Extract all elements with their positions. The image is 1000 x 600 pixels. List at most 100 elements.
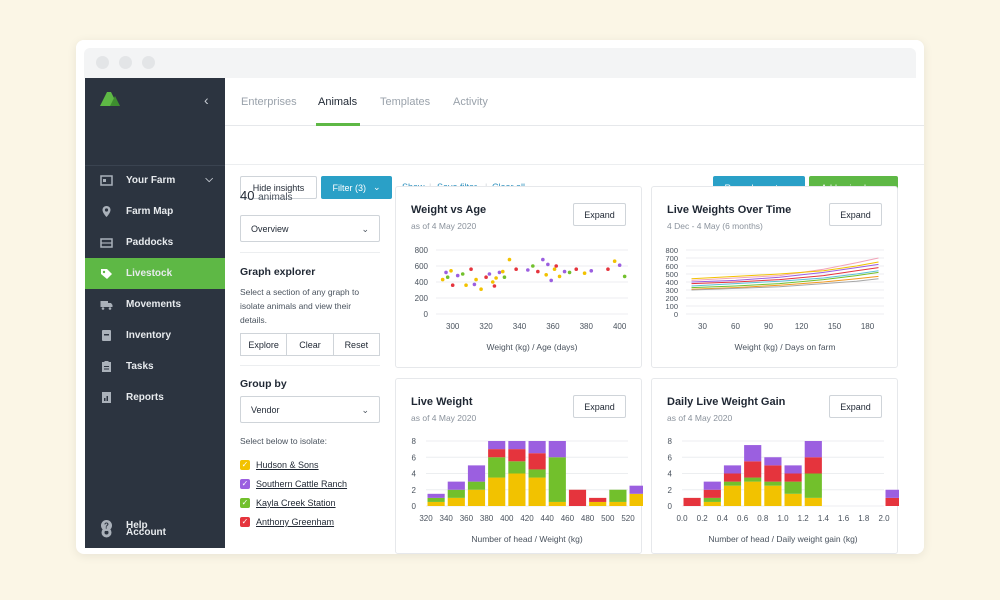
bar-segment xyxy=(885,497,899,506)
bar-segment xyxy=(548,441,566,458)
bar-segment xyxy=(703,497,721,502)
checkbox-checked-icon[interactable]: ✓ xyxy=(240,498,250,508)
sidebar-item-livestock[interactable]: Livestock xyxy=(85,258,225,289)
panel-divider xyxy=(240,365,380,366)
window-dot-maximize[interactable] xyxy=(142,56,155,69)
expand-button[interactable]: Expand xyxy=(829,203,882,226)
series-line xyxy=(691,261,879,280)
reset-button[interactable]: Reset xyxy=(344,339,369,350)
scatter-point xyxy=(469,267,473,271)
y-tick-label: 2 xyxy=(412,486,417,495)
expand-button[interactable]: Expand xyxy=(573,395,626,418)
sidebar-item-movements[interactable]: Movements xyxy=(85,289,225,320)
x-tick-label: 460 xyxy=(561,514,575,523)
sidebar-item-help-row[interactable]: ? Help xyxy=(85,510,225,541)
toolbar-divider xyxy=(225,164,924,165)
expand-button[interactable]: Expand xyxy=(573,203,626,226)
scatter-point xyxy=(444,270,448,275)
scatter-point xyxy=(549,278,553,283)
group-by-select[interactable]: Vendor ⌄ xyxy=(240,396,380,423)
graph-explorer-actions: Explore Clear Reset xyxy=(240,333,380,356)
isolate-label: Select below to isolate: xyxy=(240,436,327,446)
bar-segment xyxy=(427,497,445,502)
collapse-sidebar-icon[interactable]: ‹ xyxy=(204,92,209,108)
vendor-item[interactable]: ✓ Kayla Creek Station xyxy=(240,496,336,510)
bar-segment xyxy=(488,441,506,450)
chart-title: Weight vs Age xyxy=(411,204,487,216)
sidebar-item-inventory[interactable]: Inventory xyxy=(85,320,225,351)
checkbox-checked-icon[interactable]: ✓ xyxy=(240,460,250,470)
scatter-point xyxy=(574,267,579,271)
y-tick-label: 600 xyxy=(415,262,429,271)
map-pin-icon xyxy=(102,206,111,217)
chart-subtitle: as of 4 May 2020 xyxy=(411,413,477,423)
chevron-down-icon: ⌄ xyxy=(361,405,369,415)
bar-segment xyxy=(764,481,782,486)
clear-button[interactable]: Clear xyxy=(287,334,334,355)
x-tick-label: 440 xyxy=(541,514,555,523)
weight-vs-age-chart[interactable]: 0 200 400 600 800 300 320 340 360 380 400 Weight (k… xyxy=(396,187,643,369)
chart-subtitle: as of 4 May 2020 xyxy=(667,413,733,423)
scatter-point xyxy=(440,277,445,282)
daily-live-weight-gain-chart[interactable]: 0 2 4 6 8 0.0 0.2 0.4 0.6 0.8 1.0 1.2 1.4 1.6 1.8 2.0 Nu… xyxy=(652,379,899,554)
window-dot-minimize[interactable] xyxy=(119,56,132,69)
y-tick-label: 8 xyxy=(412,437,417,446)
vendor-item[interactable]: ✓ Anthony Greenham xyxy=(240,515,334,529)
sidebar-item-reports[interactable]: Reports xyxy=(85,382,225,413)
x-tick-label: 0.8 xyxy=(757,514,769,523)
tab-templates[interactable]: Templates xyxy=(380,96,431,108)
view-select[interactable]: Overview ⌄ xyxy=(240,215,380,242)
filter-button[interactable]: Filter (3) ⌄ xyxy=(321,176,392,199)
bar-segment xyxy=(548,501,566,506)
x-tick-label: 60 xyxy=(731,322,740,331)
bar-segment xyxy=(804,473,822,498)
tab-activity[interactable]: Activity xyxy=(453,96,488,108)
checkbox-checked-icon[interactable]: ✓ xyxy=(240,517,250,527)
sidebar-item-farm-map[interactable]: Farm Map xyxy=(85,196,225,227)
sidebar-item-your-farm[interactable]: Your Farm ⌵ xyxy=(85,165,225,196)
bar-segment xyxy=(528,469,546,478)
x-tick-label: 1.6 xyxy=(838,514,850,523)
chevron-down-icon[interactable]: ⌵ xyxy=(205,174,213,185)
bar-segment xyxy=(744,477,762,482)
bar-segment xyxy=(488,457,506,478)
tab-enterprises[interactable]: Enterprises xyxy=(241,96,297,108)
bar-segment xyxy=(528,477,546,506)
y-tick-label: 2 xyxy=(668,486,673,495)
x-tick-label: 500 xyxy=(601,514,615,523)
explore-button[interactable]: Explore xyxy=(241,334,288,355)
window-dot-close[interactable] xyxy=(96,56,109,69)
group-by-title: Group by xyxy=(240,378,287,390)
y-tick-label: 0 xyxy=(674,310,678,319)
y-tick-label: 0 xyxy=(424,310,429,319)
x-axis-label: Number of head / Daily weight gain (kg) xyxy=(708,534,857,544)
bar-segment xyxy=(589,501,607,506)
tab-animals[interactable]: Animals xyxy=(318,96,358,108)
bar-segment xyxy=(784,481,802,494)
checkbox-checked-icon[interactable]: ✓ xyxy=(240,479,250,489)
y-tick-label: 200 xyxy=(665,294,678,303)
hide-insights-button[interactable]: Hide insights xyxy=(240,176,317,199)
expand-button[interactable]: Expand xyxy=(829,395,882,418)
chart-subtitle: 4 Dec - 4 May (6 months) xyxy=(667,221,763,231)
vendor-item[interactable]: ✓ Hudson & Sons xyxy=(240,458,319,472)
sidebar-item-tasks[interactable]: Tasks xyxy=(85,351,225,382)
y-tick-label: 100 xyxy=(665,302,678,311)
scatter-point xyxy=(497,270,502,275)
vendor-item[interactable]: ✓ Southern Cattle Ranch xyxy=(240,477,347,491)
vendor-name: Anthony Greenham xyxy=(256,517,335,527)
series-line xyxy=(691,270,879,287)
x-tick-label: 360 xyxy=(460,514,474,523)
app-window: ‹ Your Farm ⌵ Farm Map Paddocks Livestoc… xyxy=(76,40,924,554)
y-tick-label: 6 xyxy=(412,453,417,462)
sidebar-item-paddocks[interactable]: Paddocks xyxy=(85,227,225,258)
x-tick-label: 380 xyxy=(480,514,494,523)
sidebar-item-label: Movements xyxy=(126,299,182,310)
bar-segment xyxy=(609,489,627,502)
app-logo[interactable] xyxy=(100,92,124,111)
bar-segment xyxy=(784,465,802,474)
bar-segment xyxy=(744,461,762,478)
live-weight-chart[interactable]: 0 2 4 6 8 320 340 360 380 400 420 440 460 480 500 520 Nu… xyxy=(396,379,643,554)
help-icon: ? xyxy=(101,520,112,531)
